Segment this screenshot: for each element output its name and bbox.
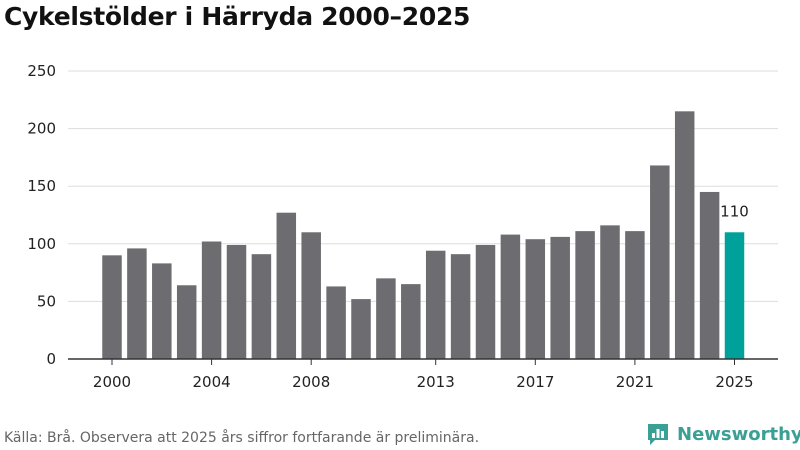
chart-title: Cykelstölder i Härryda 2000–2025 — [4, 2, 471, 31]
bar — [425, 250, 446, 359]
bar — [450, 254, 471, 359]
y-tick-label: 100 — [27, 235, 56, 253]
y-tick-label: 150 — [27, 177, 56, 195]
x-tick-label: 2021 — [616, 373, 654, 391]
bar — [251, 254, 272, 359]
bar — [724, 232, 745, 359]
y-tick-label: 0 — [46, 350, 56, 368]
data-label: 110 — [720, 202, 749, 220]
bar — [201, 241, 222, 359]
bar — [475, 244, 496, 359]
data-labels: 110 — [720, 202, 749, 220]
bar — [625, 231, 645, 359]
bar — [525, 239, 546, 359]
y-axis-labels: 0 50 100 150 200 250 — [27, 62, 56, 368]
bar — [500, 234, 521, 359]
bar — [276, 212, 297, 359]
bar — [699, 191, 720, 359]
brand-name: Newsworthy — [677, 423, 800, 445]
y-tick-label: 50 — [37, 292, 56, 310]
bar — [401, 284, 421, 359]
brand-logo: Newsworthy — [646, 422, 800, 446]
bar — [351, 299, 371, 359]
bar — [176, 285, 197, 359]
bar — [674, 111, 695, 359]
gridlines — [68, 70, 778, 302]
bar — [600, 225, 620, 359]
bar — [102, 255, 122, 359]
y-tick-label: 250 — [27, 62, 56, 80]
x-tick-label: 2025 — [715, 373, 753, 391]
bar — [575, 231, 595, 359]
x-axis — [68, 358, 778, 365]
y-tick-label: 200 — [27, 120, 56, 138]
bar — [376, 278, 396, 359]
bar — [650, 165, 670, 359]
x-tick-label: 2004 — [193, 373, 231, 391]
bar — [226, 244, 247, 359]
x-tick-label: 2000 — [93, 373, 131, 391]
x-axis-labels: 2000 2004 2008 2013 2017 2021 2025 — [93, 373, 754, 391]
bar — [326, 286, 346, 359]
x-tick-label: 2013 — [417, 373, 455, 391]
bar — [152, 263, 172, 359]
bar — [301, 232, 321, 359]
bar — [550, 236, 570, 359]
source-note: Källa: Brå. Observera att 2025 års siffr… — [4, 430, 480, 446]
x-tick-label: 2008 — [292, 373, 330, 391]
bars — [102, 111, 745, 359]
x-tick-label: 2017 — [516, 373, 554, 391]
newsworthy-logo-icon — [648, 424, 668, 445]
bar — [127, 248, 147, 359]
